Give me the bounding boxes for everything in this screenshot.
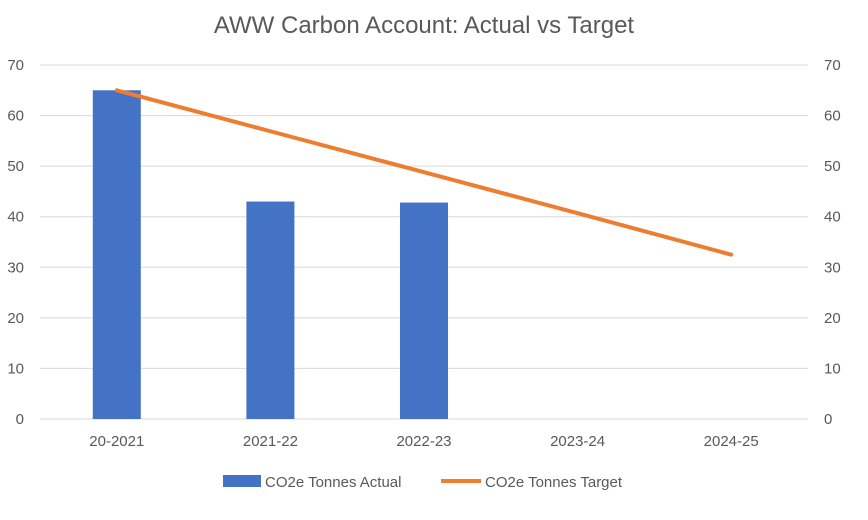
x-tick-label: 2024-25: [704, 433, 759, 450]
y-left-tick-label: 30: [7, 259, 24, 276]
y-left-tick-label: 0: [16, 411, 24, 428]
target-line: [114, 88, 734, 257]
x-tick-label: 20-2021: [89, 433, 144, 450]
chart-title: AWW Carbon Account: Actual vs Target: [214, 12, 635, 39]
y-right-tick-label: 70: [824, 57, 841, 74]
bar-series: [92, 90, 448, 420]
legend-label-actual: CO2e Tonnes Actual: [265, 474, 401, 491]
y-left-tick-label: 20: [7, 310, 24, 327]
y-left-tick-label: 50: [7, 158, 24, 175]
bar-20-2021: [92, 90, 141, 420]
y-right-tick-label: 60: [824, 108, 841, 125]
y-right-tick-label: 20: [824, 310, 841, 327]
y-right-tick-label: 50: [824, 158, 841, 175]
y-right-tick-label: 40: [824, 209, 841, 226]
x-tick-label: 2023-24: [550, 433, 605, 450]
bar-2022-23: [400, 202, 448, 419]
y-right-tick-label: 30: [824, 259, 841, 276]
legend: CO2e Tonnes Actual CO2e Tonnes Target: [223, 474, 623, 491]
y-left-tick-label: 40: [7, 209, 24, 226]
y-right-tick-label: 0: [824, 411, 832, 428]
axes: 0 10 20 30 40 50 60 70 0 10 20 30 40 50 60 70 20-2021 202…: [7, 57, 840, 450]
y-left-tick-label: 70: [7, 57, 24, 74]
x-tick-label: 2021-22: [243, 433, 298, 450]
y-right-tick-label: 10: [824, 360, 841, 377]
legend-label-target: CO2e Tonnes Target: [485, 474, 623, 491]
legend-swatch-actual: [223, 475, 261, 487]
y-left-tick-label: 60: [7, 108, 24, 125]
y-left-tick-label: 10: [7, 360, 24, 377]
x-tick-label: 2022-23: [396, 433, 451, 450]
line-series: [114, 88, 734, 257]
bar-2021-22: [246, 201, 295, 419]
